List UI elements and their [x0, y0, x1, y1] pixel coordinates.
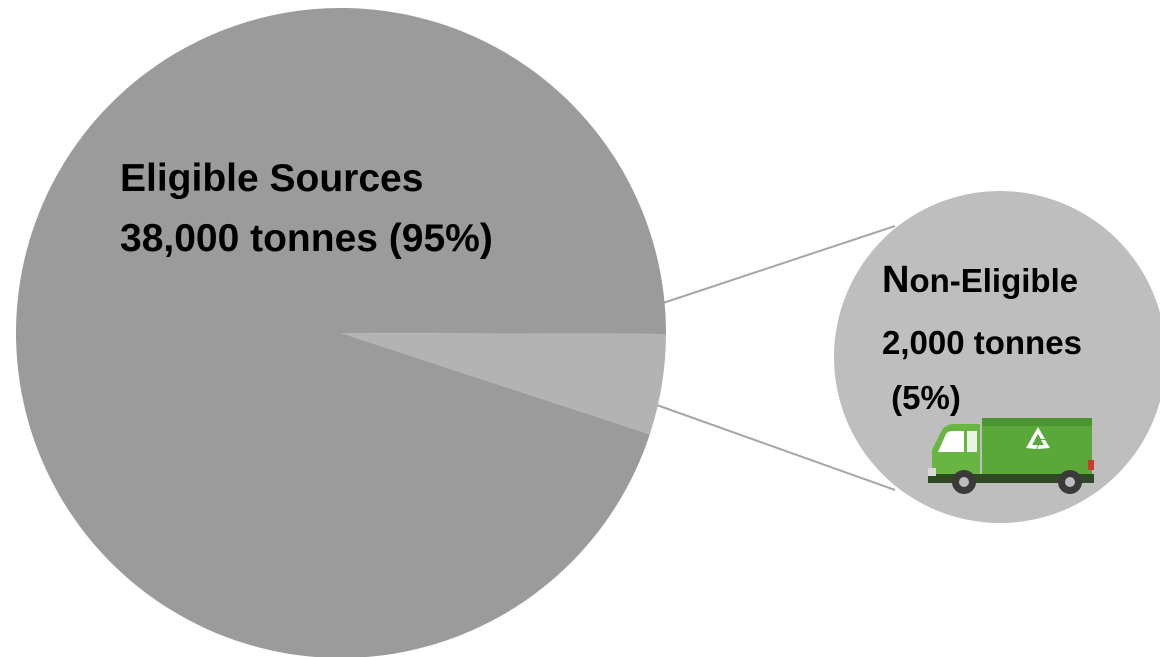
callout-connector-top	[662, 225, 896, 304]
non-eligible-label-line1: Non-Eligible	[882, 259, 1078, 301]
non-eligible-label-line3: (5%)	[882, 379, 961, 416]
recycling-garbage-truck-icon	[928, 418, 1094, 494]
non-eligible-label-rest: on-Eligible	[909, 262, 1078, 299]
pie-slice-eligible	[16, 8, 666, 657]
callout-connector-bottom	[653, 403, 896, 491]
non-eligible-label-lead: N	[882, 259, 909, 301]
pie-slice-non-eligible	[341, 333, 666, 435]
recycle-symbol-icon	[1026, 427, 1050, 449]
non-eligible-label-line2: 2,000 tonnes	[882, 324, 1082, 361]
eligible-label-line1: Eligible Sources	[120, 157, 423, 200]
eligible-label-line2: 38,000 tonnes (95%)	[120, 217, 493, 260]
